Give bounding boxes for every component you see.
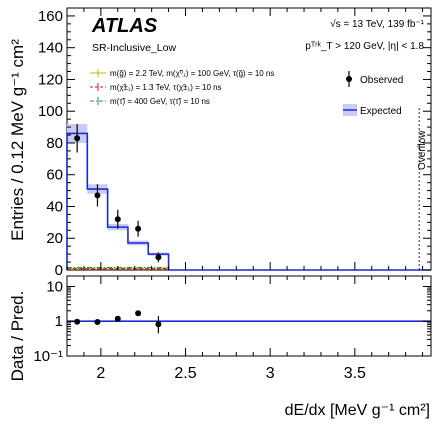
y-tick-label-top: 120 — [38, 71, 63, 88]
ratio-point — [155, 321, 162, 328]
ratio-point — [94, 319, 101, 326]
expected-legend: Expected — [343, 104, 402, 117]
y-tick-label-top: 140 — [38, 40, 63, 57]
y-tick-label-top: 40 — [46, 198, 63, 215]
y-tick-label-top: 60 — [46, 167, 63, 184]
signal-legend-label: m(τ̃) = 400 GeV, τ(τ̃) = 10 ns — [110, 97, 210, 106]
ratio-point — [135, 310, 142, 317]
y-tick-label-top: 160 — [38, 8, 63, 25]
y-tick-label-top: 0 — [55, 262, 63, 279]
y-tick-label-top: 100 — [38, 103, 63, 120]
observed-point — [135, 225, 142, 232]
x-tick-label: 3.5 — [344, 365, 366, 382]
expected-legend-label: Expected — [360, 106, 402, 117]
y-tick-label-bottom: 1 — [55, 313, 63, 330]
top-panel-marks — [66, 108, 431, 271]
energy-lumi-label: √s = 13 TeV, 139 fb⁻¹ — [330, 18, 425, 30]
observed-point — [114, 216, 121, 223]
observed-point — [74, 135, 81, 142]
ratio-point — [74, 318, 81, 325]
observed-point — [94, 192, 101, 199]
x-tick-label: 2 — [96, 365, 105, 382]
signal-legend-label: m(g̃) = 2.2 TeV, m(χ̃⁰₁) = 100 GeV, τ(g̃… — [110, 69, 274, 78]
y-axis-label-top: Entries / 0.12 MeV g⁻¹ cm² — [8, 39, 27, 241]
y-tick-label-top: 20 — [46, 230, 63, 247]
ratio-point — [114, 315, 121, 322]
x-tick-label: 3 — [266, 365, 275, 382]
observed-point — [155, 254, 162, 261]
ratio-panel-marks — [67, 310, 431, 334]
signal-legend-label: m(χ̃±₁) = 1.3 TeV, τ(χ̃±₁) = 10 ns — [110, 83, 222, 92]
signal-legend: m(g̃) = 2.2 TeV, m(χ̃⁰₁) = 100 GeV, τ(g̃… — [90, 69, 274, 106]
x-tick-label: 2.5 — [174, 365, 196, 382]
observed-legend-marker — [346, 76, 352, 82]
y-tick-label-bottom: 10 — [46, 278, 63, 295]
overflow-label: Overflow — [417, 130, 428, 170]
selection-label: pᵀʳᵏ_T > 120 GeV, |η| < 1.8 — [305, 41, 424, 52]
observed-legend-label: Observed — [360, 75, 403, 86]
axis-ticks: 2 2.5 3 3.5 0 20 40 60 80 100 120 140 160 10⁻¹ 1 10 — [33, 7, 431, 382]
x-axis-label: dE/dx [MeV g⁻¹ cm²] — [285, 402, 430, 419]
ratio-panel-frame — [66, 275, 432, 357]
region-label: SR-Inclusive_Low — [92, 42, 176, 54]
y-tick-label-top: 80 — [46, 135, 63, 152]
expected-histogram — [66, 132, 431, 271]
y-tick-label-bottom: 10⁻¹ — [33, 348, 63, 365]
atlas-label: ATLAS — [91, 15, 158, 37]
observed-legend: Observed — [346, 71, 403, 87]
y-axis-label-bottom: Data / Pred. — [8, 291, 27, 382]
